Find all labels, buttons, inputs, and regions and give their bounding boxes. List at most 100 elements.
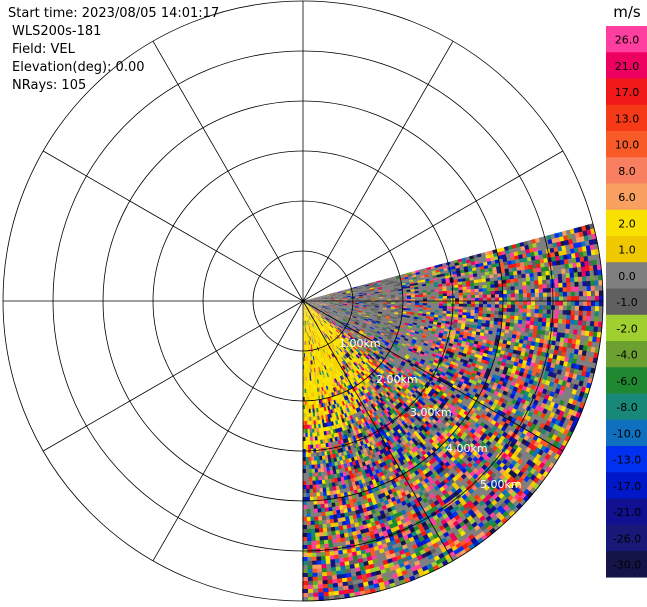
velocity-cell (498, 307, 504, 312)
velocity-cell (368, 329, 374, 333)
velocity-cell (458, 292, 464, 296)
velocity-cell (402, 366, 408, 371)
velocity-cell (426, 364, 432, 370)
velocity-cell (310, 310, 314, 314)
velocity-cell (330, 304, 336, 306)
velocity-cell (310, 302, 315, 305)
velocity-cell (568, 263, 574, 269)
velocity-cell (378, 336, 384, 340)
velocity-cell (347, 327, 352, 331)
velocity-cell (540, 351, 546, 358)
velocity-cell (340, 342, 345, 346)
velocity-cell (306, 302, 311, 305)
velocity-cell (434, 357, 440, 362)
velocity-cell (501, 325, 506, 330)
velocity-cell (381, 316, 386, 319)
velocity-cell (535, 241, 542, 248)
velocity-cell (462, 292, 468, 296)
velocity-cell (369, 285, 375, 289)
velocity-cell (586, 315, 591, 322)
velocity-cell (310, 302, 316, 304)
velocity-cell (354, 291, 359, 293)
velocity-cell (418, 309, 424, 312)
velocity-cell (406, 297, 412, 300)
velocity-cell (398, 330, 403, 334)
velocity-cell (437, 281, 443, 285)
velocity-cell (557, 246, 563, 253)
velocity-cell (530, 309, 536, 314)
velocity-cell (569, 324, 575, 331)
velocity-cell (373, 375, 379, 381)
velocity-cell (484, 329, 490, 335)
velocity-cell (376, 319, 381, 322)
velocity-cell (364, 368, 369, 373)
velocity-cell (352, 340, 357, 345)
velocity-cell (538, 309, 544, 315)
velocity-cell (377, 353, 382, 358)
velocity-cell (559, 255, 565, 261)
velocity-cell (414, 303, 420, 306)
velocity-cell (504, 329, 510, 335)
velocity-cell (405, 361, 411, 366)
velocity-cell (483, 261, 488, 267)
velocity-cell (581, 325, 587, 332)
velocity-cell (392, 344, 397, 349)
velocity-cell (361, 360, 366, 365)
velocity-cell (326, 306, 331, 309)
velocity-cell (434, 293, 440, 297)
velocity-cell (305, 303, 309, 308)
velocity-cell (306, 299, 312, 301)
velocity-cell (413, 385, 419, 391)
velocity-cell (442, 313, 447, 317)
velocity-cell (428, 360, 434, 365)
velocity-cell (398, 350, 404, 354)
velocity-cell (398, 297, 404, 300)
velocity-cell (392, 320, 398, 323)
velocity-cell (352, 352, 357, 357)
velocity-cell (368, 339, 373, 343)
velocity-cell (344, 337, 349, 342)
velocity-cell (427, 370, 433, 376)
velocity-cell (394, 388, 400, 394)
velocity-cell (570, 363, 577, 370)
velocity-cell (431, 364, 437, 369)
velocity-cell (454, 290, 460, 294)
velocity-cell (578, 364, 584, 372)
velocity-cell (529, 247, 535, 254)
velocity-cell (353, 311, 359, 314)
velocity-cell (367, 346, 373, 351)
velocity-cell (442, 296, 448, 299)
velocity-cell (311, 301, 316, 303)
velocity-cell (328, 311, 334, 314)
velocity-cell (339, 325, 344, 329)
velocity-cell (381, 373, 387, 378)
velocity-cell (514, 289, 520, 295)
velocity-cell (354, 290, 359, 293)
velocity-cell (394, 309, 399, 312)
velocity-cell (317, 306, 323, 309)
velocity-cell (411, 340, 417, 345)
velocity-cell (441, 318, 447, 322)
velocity-cell (574, 344, 580, 351)
velocity-cell (492, 327, 498, 333)
velocity-cell (419, 360, 425, 366)
velocity-cell (358, 345, 364, 350)
velocity-cell (418, 371, 424, 376)
velocity-cell (537, 271, 543, 277)
velocity-cell (589, 244, 595, 251)
velocity-cell (335, 330, 339, 335)
velocity-cell (312, 307, 317, 311)
velocity-cell (389, 357, 394, 362)
velocity-cell (505, 272, 510, 277)
velocity-cell (372, 354, 377, 359)
velocity-cell (380, 282, 386, 285)
velocity-cell (317, 314, 321, 319)
velocity-cell (391, 368, 396, 373)
velocity-cell (354, 350, 359, 355)
velocity-cell (546, 234, 552, 241)
velocity-cell (430, 381, 436, 387)
velocity-cell (337, 319, 343, 323)
velocity-cell (383, 383, 389, 388)
velocity-cell (393, 358, 399, 363)
velocity-cell (334, 325, 338, 329)
